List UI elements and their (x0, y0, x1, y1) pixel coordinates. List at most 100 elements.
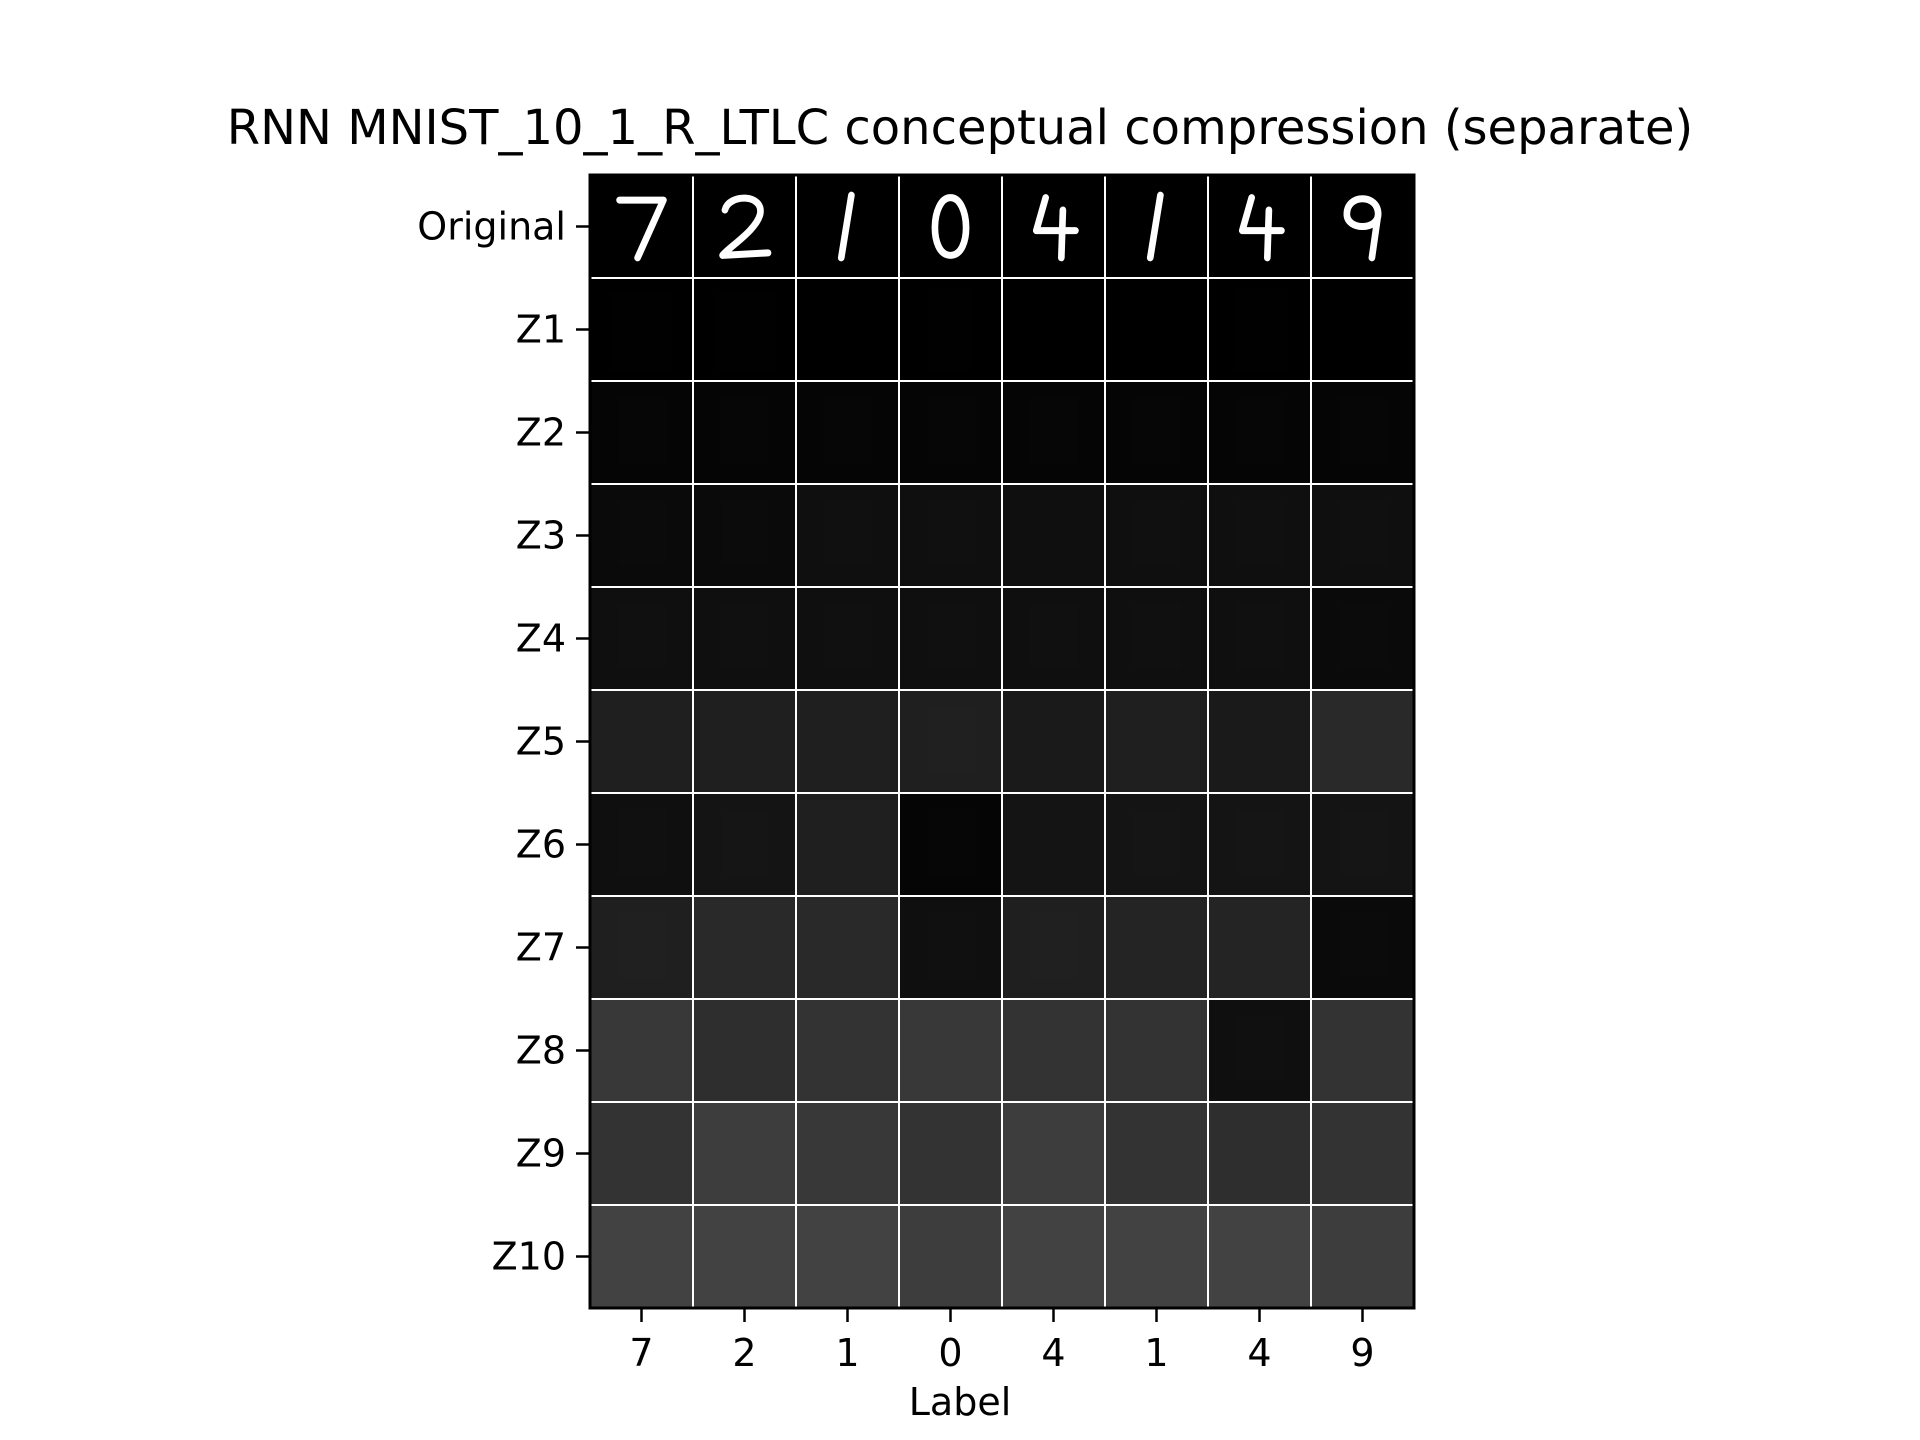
cell-background (1209, 176, 1310, 277)
cell-background (694, 176, 795, 277)
chart-title: RNN MNIST_10_1_R_LTLC conceptual compres… (226, 100, 1694, 156)
cell-digit (930, 295, 971, 364)
x-axis-label: Label (908, 1380, 1012, 1424)
grid-cell (591, 691, 692, 792)
grid-cell (1209, 176, 1310, 277)
cell-digit (928, 709, 974, 769)
x-tick-label: 2 (732, 1331, 756, 1375)
cell-digit (1237, 709, 1283, 769)
grid-cell (1312, 794, 1413, 895)
cell-digit (722, 709, 768, 769)
image-grid (591, 176, 1413, 1307)
cell-digit (724, 505, 767, 562)
grid-cell (1106, 1206, 1207, 1307)
cell-digit (825, 915, 871, 975)
grid-cell (694, 485, 795, 586)
y-tick-label: Z5 (516, 720, 566, 764)
grid-cell (1312, 176, 1413, 277)
cell-digit (827, 505, 870, 562)
grid-cell (900, 1206, 1001, 1307)
grid-cell (1003, 485, 1104, 586)
grid-cell (900, 897, 1001, 998)
cell-digit (827, 402, 870, 459)
cell-digit (1134, 709, 1180, 769)
cell-digit (1340, 915, 1386, 975)
cell-digit (1134, 1224, 1180, 1284)
cell-digit (619, 1224, 665, 1284)
cell-digit (1032, 194, 1079, 262)
grid-cell (1003, 382, 1104, 483)
cell-digit (1031, 915, 1077, 975)
y-tick-label: Z8 (516, 1029, 566, 1073)
grid-cell (694, 794, 795, 895)
cell-digit (1340, 1121, 1386, 1181)
grid-cell (1003, 1000, 1104, 1101)
grid-cell (797, 691, 898, 792)
x-tick-label: 4 (1041, 1331, 1065, 1375)
grid-cell (591, 279, 692, 380)
cell-digit (1239, 608, 1282, 665)
grid-cell (1209, 485, 1310, 586)
y-tick-label: Original (417, 205, 566, 249)
grid-cell (1003, 1103, 1104, 1204)
grid-cell (694, 176, 795, 277)
cell-digit (1134, 812, 1180, 872)
cell-digit (1145, 293, 1166, 366)
grid-cell (1209, 691, 1310, 792)
grid-cell (1003, 897, 1104, 998)
grid-cell (694, 1206, 795, 1307)
cell-digit (1342, 505, 1385, 562)
grid-cell (694, 279, 795, 380)
cell-digit (930, 505, 973, 562)
cell-digit (1237, 1224, 1283, 1284)
cell-digit (1239, 402, 1282, 459)
cell-digit (931, 194, 970, 259)
grid-cell (1003, 279, 1104, 380)
cell-digit (724, 402, 767, 459)
cell-digit (619, 709, 665, 769)
cell-digit (722, 1224, 768, 1284)
x-tick-label: 1 (835, 1331, 859, 1375)
x-tick-label: 7 (629, 1331, 653, 1375)
x-tick-label: 0 (938, 1331, 962, 1375)
grid-cell (797, 897, 898, 998)
cell-digit (621, 402, 664, 459)
grid-cell (1209, 1000, 1310, 1101)
grid-cell (797, 1206, 898, 1307)
cell-digit (1237, 1018, 1283, 1078)
grid-cell (1312, 1103, 1413, 1204)
grid-cell (694, 588, 795, 689)
cell-digit (619, 1121, 665, 1181)
cell-digit (619, 812, 665, 872)
grid-cell (900, 485, 1001, 586)
grid-cell (1106, 1103, 1207, 1204)
grid-cell (1312, 279, 1413, 380)
grid-cell (591, 176, 692, 277)
cell-digit (928, 915, 974, 975)
cell-digit (1033, 402, 1076, 459)
grid-cell (1209, 794, 1310, 895)
cell-digit (1342, 296, 1383, 366)
cell-digit (1134, 915, 1180, 975)
cell-digit (724, 608, 767, 665)
grid-cell (1209, 897, 1310, 998)
grid-cell (797, 1000, 898, 1101)
cell-digit (1136, 608, 1179, 665)
cell-digit (1340, 1018, 1386, 1078)
cell-digit (722, 1121, 768, 1181)
y-tick-label: Z1 (516, 308, 566, 352)
cell-digit (1031, 1018, 1077, 1078)
cell-digit (1342, 608, 1385, 665)
cell-digit (717, 296, 773, 364)
cell-digit (1340, 709, 1386, 769)
cell-digit (1342, 402, 1385, 459)
cell-digit (1146, 191, 1164, 262)
grid-cell (1003, 176, 1104, 277)
cell-digit (1237, 915, 1283, 975)
grid-cell (694, 1103, 795, 1204)
cell-digit (928, 812, 974, 872)
grid-cell (1312, 1206, 1413, 1307)
cell-background (591, 176, 692, 277)
grid-cell (694, 897, 795, 998)
